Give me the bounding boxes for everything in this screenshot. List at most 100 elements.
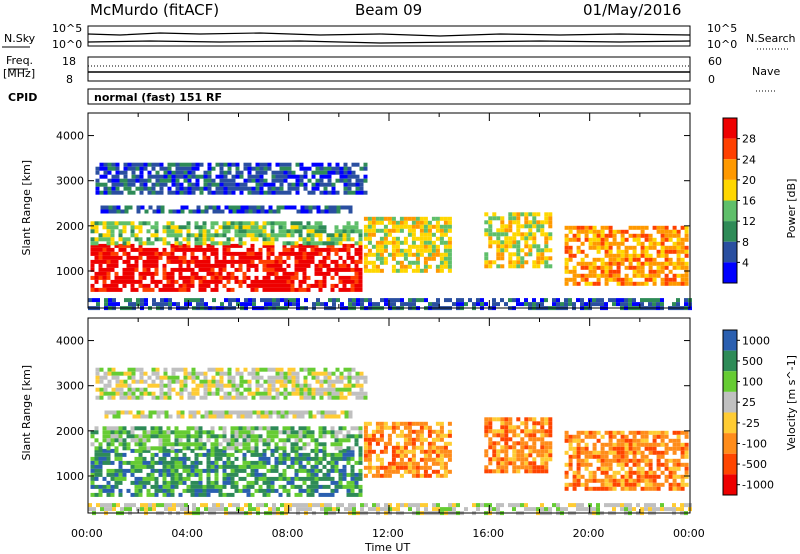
power-cell bbox=[183, 170, 188, 175]
velocity-cell bbox=[464, 507, 468, 512]
velocity-cell bbox=[636, 458, 641, 463]
power-cell bbox=[250, 243, 255, 248]
velocity-cell bbox=[111, 371, 116, 376]
power-cell bbox=[375, 264, 380, 269]
velocity-cell bbox=[175, 367, 180, 372]
power-cell bbox=[540, 256, 545, 261]
velocity-cell bbox=[520, 453, 525, 458]
velocity-cell bbox=[255, 379, 260, 384]
velocity-cell bbox=[166, 448, 171, 453]
velocity-cell bbox=[114, 448, 119, 453]
velocity-cell bbox=[358, 426, 363, 431]
velocity-cell bbox=[170, 448, 175, 453]
velocity-cell bbox=[334, 488, 339, 493]
velocity-cell bbox=[340, 503, 344, 508]
power-cell bbox=[628, 302, 632, 307]
power-cell bbox=[371, 224, 376, 229]
power-cell bbox=[258, 259, 263, 264]
velocity-cell bbox=[218, 456, 223, 461]
power-cell bbox=[568, 298, 572, 303]
power-cell bbox=[179, 182, 184, 187]
power-cell bbox=[278, 255, 283, 260]
velocity-cell bbox=[403, 421, 408, 426]
velocity-cell bbox=[250, 484, 255, 489]
power-cell bbox=[306, 221, 311, 226]
power-cell bbox=[94, 287, 99, 292]
velocity-cell bbox=[148, 507, 152, 512]
velocity-cell bbox=[346, 484, 351, 489]
velocity-cell bbox=[228, 414, 233, 419]
velocity-cell bbox=[568, 462, 573, 467]
power-cell bbox=[415, 216, 420, 221]
velocity-cell bbox=[166, 452, 171, 457]
velocity-cell bbox=[536, 437, 541, 442]
power-cell bbox=[115, 166, 120, 171]
power-cell bbox=[516, 232, 521, 237]
power-cell bbox=[191, 162, 196, 167]
velocity-cell bbox=[218, 448, 223, 453]
velocity-cell bbox=[252, 507, 256, 512]
power-cell bbox=[250, 251, 255, 256]
velocity-cell bbox=[226, 442, 231, 447]
velocity-cell bbox=[274, 456, 279, 461]
velocity-cell bbox=[306, 452, 311, 457]
velocity-cell bbox=[419, 445, 424, 450]
power-cell bbox=[684, 233, 689, 238]
velocity-cell bbox=[359, 375, 364, 380]
velocity-cell bbox=[616, 478, 621, 483]
power-cell bbox=[286, 251, 291, 256]
power-cell bbox=[580, 249, 585, 254]
power-cell bbox=[178, 225, 183, 230]
power-cell bbox=[347, 186, 352, 191]
power-cell bbox=[612, 273, 617, 278]
velocity-cell bbox=[214, 484, 219, 489]
power-cell bbox=[250, 279, 255, 284]
velocity-cell bbox=[283, 387, 288, 392]
power-cell bbox=[484, 256, 489, 261]
power-cell bbox=[162, 267, 167, 272]
power-cell bbox=[435, 248, 440, 253]
power-cell bbox=[124, 298, 128, 303]
velocity-cell bbox=[218, 492, 223, 497]
power-cell bbox=[134, 247, 139, 252]
power-cell bbox=[544, 244, 549, 249]
velocity-cell bbox=[216, 507, 220, 512]
power-cell bbox=[684, 298, 688, 303]
power-cell bbox=[218, 259, 223, 264]
power-cell bbox=[202, 263, 207, 268]
power-cell bbox=[159, 182, 164, 187]
velocity-cell bbox=[403, 445, 408, 450]
power-cell bbox=[371, 268, 376, 273]
power-cell bbox=[107, 162, 112, 167]
velocity-cell bbox=[267, 383, 272, 388]
velocity-cell bbox=[300, 507, 304, 512]
velocity-cell bbox=[344, 410, 349, 415]
power-cell bbox=[628, 253, 633, 258]
power-cell bbox=[122, 221, 127, 226]
power-cell bbox=[331, 182, 336, 187]
power-cell bbox=[248, 298, 252, 303]
velocity-cell bbox=[338, 468, 343, 473]
power-cell bbox=[223, 186, 228, 191]
velocity-cell bbox=[419, 425, 424, 430]
power-colorbar-label: 16 bbox=[742, 195, 756, 208]
power-cell bbox=[167, 186, 172, 191]
velocity-cell bbox=[194, 442, 199, 447]
power-cell bbox=[222, 255, 227, 260]
power-cell bbox=[447, 248, 452, 253]
power-cell bbox=[232, 205, 237, 210]
power-cell bbox=[580, 225, 585, 230]
power-cell bbox=[214, 259, 219, 264]
power-cell bbox=[331, 186, 336, 191]
power-cell bbox=[576, 273, 581, 278]
velocity-cell bbox=[423, 449, 428, 454]
velocity-cell bbox=[572, 478, 577, 483]
velocity-cell bbox=[632, 470, 637, 475]
velocity-cell bbox=[644, 503, 648, 508]
power-cell bbox=[620, 298, 624, 303]
velocity-cell bbox=[306, 492, 311, 497]
velocity-cell bbox=[363, 465, 368, 470]
velocity-cell bbox=[330, 442, 335, 447]
velocity-cell bbox=[106, 468, 111, 473]
velocity-cell bbox=[259, 391, 264, 396]
